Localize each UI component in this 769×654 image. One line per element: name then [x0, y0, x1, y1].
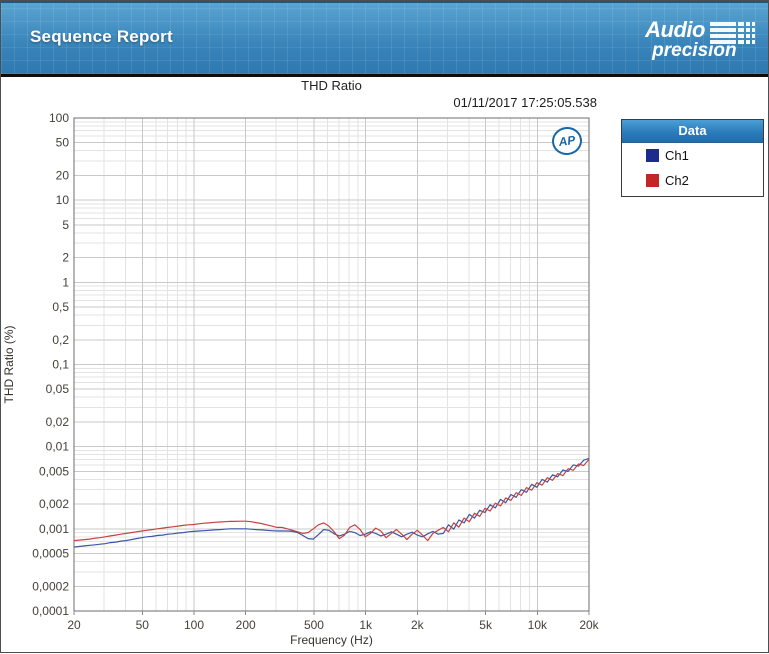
y-tick-label: 5 — [62, 218, 69, 232]
report-header-bar: Sequence Report Audio precision — [1, 1, 768, 74]
legend-item-ch2: Ch2 — [622, 168, 763, 193]
brand-precision-text: precision — [652, 40, 737, 61]
y-tick-label: 0,0001 — [32, 604, 69, 618]
x-tick-label: 20k — [579, 618, 599, 632]
legend-label-ch2: Ch2 — [665, 173, 689, 188]
x-tick-label: 200 — [236, 618, 256, 632]
page-title: Sequence Report — [30, 27, 173, 46]
legend-box: Data Ch1 Ch2 — [621, 119, 764, 197]
y-tick-label: 0,002 — [39, 497, 69, 511]
y-axis-title: THD Ratio (%) — [2, 325, 16, 403]
y-tick-label: 100 — [49, 111, 69, 125]
ch1-color-swatch — [646, 149, 659, 162]
y-tick-label: 0,0002 — [32, 579, 69, 593]
audio-precision-logo: Audio precision — [645, 19, 755, 60]
y-tick-label: 0,01 — [46, 440, 70, 454]
x-tick-label: 1k — [359, 618, 373, 632]
y-tick-label: 2 — [62, 251, 69, 265]
legend-title: Data — [622, 120, 763, 143]
y-tick-label: 0,05 — [46, 382, 70, 396]
legend-label-ch1: Ch1 — [665, 148, 689, 163]
chart-title: THD Ratio — [301, 78, 362, 93]
x-axis-title: Frequency (Hz) — [290, 633, 373, 647]
x-tick-label: 20 — [67, 618, 81, 632]
brand-audio-text: Audio — [645, 17, 705, 42]
y-tick-label: 0,5 — [52, 300, 69, 314]
chart-timestamp: 01/11/2017 17:25:05.538 — [453, 95, 597, 110]
x-tick-label: 5k — [479, 618, 493, 632]
plot-border — [73, 117, 590, 612]
header-divider — [1, 74, 768, 77]
x-tick-label: 100 — [184, 618, 204, 632]
ch2-color-swatch — [646, 174, 659, 187]
y-tick-label: 0,2 — [52, 333, 69, 347]
x-tick-label: 50 — [136, 618, 150, 632]
x-tick-label: 500 — [304, 618, 324, 632]
y-tick-label: 0,0005 — [32, 547, 69, 561]
y-tick-label: 10 — [56, 193, 70, 207]
y-tick-label: 0,1 — [52, 358, 69, 372]
y-tick-label: 0,005 — [39, 464, 69, 478]
legend-item-ch1: Ch1 — [622, 143, 763, 168]
y-tick-label: 0,02 — [46, 415, 70, 429]
equalizer-bars-icon — [710, 22, 755, 44]
y-tick-label: 1 — [62, 275, 69, 289]
x-tick-label: 2k — [411, 618, 425, 632]
y-tick-label: 0,001 — [39, 522, 69, 536]
y-tick-label: 50 — [56, 136, 70, 150]
curve-ch2 — [73, 459, 590, 542]
x-tick-label: 10k — [528, 618, 548, 632]
y-tick-label: 20 — [56, 168, 70, 182]
